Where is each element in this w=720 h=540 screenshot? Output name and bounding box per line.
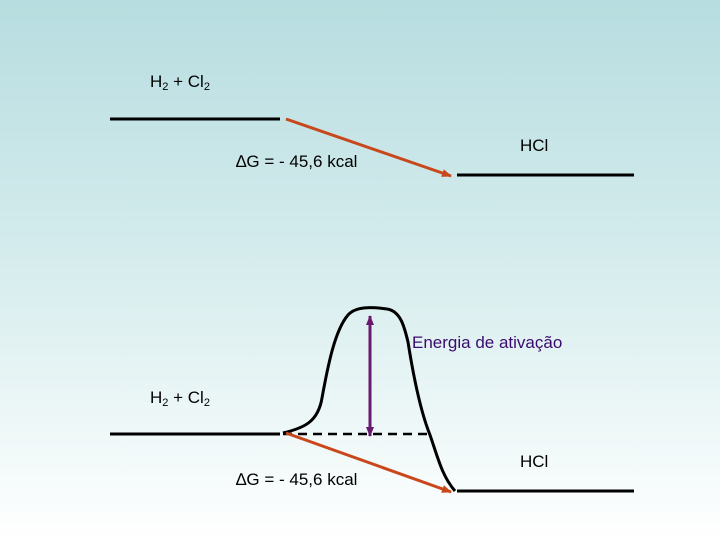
top-product-label: HCl [520,136,549,155]
top-reaction-arrow [285,117,452,178]
bottom-product-label: HCl [520,452,549,471]
bottom-reactant-label: H2 + Cl2 [150,388,210,409]
delta-symbol: ∆ [236,470,247,489]
delta-symbol: ∆ [236,152,247,171]
activation-energy-curve [282,306,457,492]
bottom-reaction-arrow [285,431,452,494]
activation-energy-label: Energia de ativação [412,333,563,352]
bottom-delta-g-label: ∆G = - 45,6 kcal [236,470,358,489]
top-reactant-label: H2 + Cl2 [150,72,210,93]
top-delta-g-label: ∆G = - 45,6 kcal [236,152,358,171]
